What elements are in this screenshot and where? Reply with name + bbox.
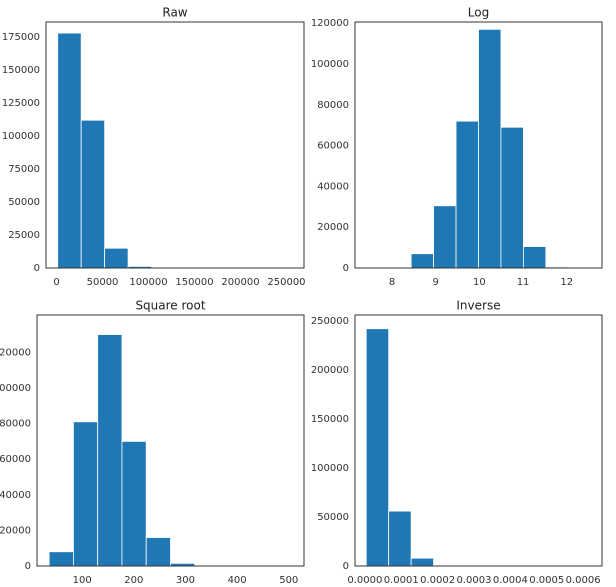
bar [57, 32, 82, 269]
x-tick-label: 0.0004 [493, 575, 528, 586]
x-tick-label: 0.0000 [347, 575, 382, 586]
y-tick-label: 50000 [8, 197, 40, 208]
x-tick-label: 400 [228, 575, 247, 586]
x-tick-label: 0.0006 [566, 575, 601, 586]
x-tick-label: 10 [473, 277, 486, 288]
bar [121, 440, 147, 567]
x-tick-label: 8 [389, 277, 395, 288]
panel-title: Log [468, 6, 489, 20]
x-tick-label: 0.0001 [384, 575, 419, 586]
x-tick-label: 200 [124, 575, 143, 586]
y-tick-label: 0 [343, 263, 349, 274]
y-tick-label: 250000 [311, 316, 349, 327]
axes-frame [354, 314, 603, 567]
y-tick-label: 40000 [317, 181, 349, 192]
x-tick-label: 300 [176, 575, 195, 586]
x-tick-label: 0 [53, 277, 59, 288]
y-tick-label: 100000 [311, 463, 349, 474]
y-tick-label: 120000 [311, 18, 349, 29]
bar [388, 510, 412, 567]
bar [410, 253, 434, 269]
bar [48, 551, 74, 567]
y-tick-label: 20000 [0, 525, 31, 536]
y-tick-label: 60000 [0, 454, 31, 465]
panel-title: Inverse [456, 299, 500, 313]
y-tick-label: 125000 [2, 98, 40, 109]
x-tick-label: 50000 [87, 277, 119, 288]
bar [433, 205, 457, 269]
x-tick-label: 11 [517, 277, 530, 288]
x-tick-label: 12 [560, 277, 573, 288]
y-tick-label: 0 [343, 561, 349, 572]
x-tick-label: 150000 [175, 277, 213, 288]
y-tick-label: 100000 [0, 383, 31, 394]
bar [410, 557, 434, 567]
bar [523, 246, 547, 269]
y-tick-label: 100000 [311, 59, 349, 70]
axes-frame [36, 314, 305, 567]
bar [500, 126, 524, 269]
y-tick-label: 75000 [8, 164, 40, 175]
y-tick-label: 120000 [0, 347, 31, 358]
panel-title: Square root [135, 299, 205, 313]
x-tick-label: 100000 [129, 277, 167, 288]
axes-frame [354, 21, 603, 269]
y-tick-label: 25000 [8, 230, 40, 241]
y-tick-label: 150000 [311, 414, 349, 425]
y-tick-label: 100000 [2, 131, 40, 142]
bar [104, 247, 129, 269]
bar [73, 421, 99, 567]
x-tick-label: 0.0002 [420, 575, 455, 586]
y-tick-label: 200000 [311, 365, 349, 376]
axes-frame [45, 21, 305, 269]
panel-title: Raw [162, 6, 187, 20]
y-tick-label: 175000 [2, 32, 40, 43]
y-tick-label: 50000 [317, 512, 349, 523]
y-tick-label: 40000 [0, 490, 31, 501]
x-tick-label: 9 [433, 277, 439, 288]
y-tick-label: 0 [25, 561, 31, 572]
x-tick-label: 250000 [267, 277, 305, 288]
y-tick-label: 150000 [2, 65, 40, 76]
bar [478, 28, 502, 269]
y-tick-label: 60000 [317, 141, 349, 152]
bar [365, 328, 390, 567]
y-tick-label: 80000 [317, 100, 349, 111]
x-tick-label: 200000 [221, 277, 259, 288]
y-tick-label: 0 [34, 263, 40, 274]
bar [97, 334, 123, 567]
bar [455, 120, 479, 269]
bar [145, 537, 171, 567]
x-tick-label: 0.0003 [456, 575, 491, 586]
x-tick-label: 0.0005 [529, 575, 564, 586]
x-tick-label: 100 [73, 575, 92, 586]
x-tick-label: 500 [279, 575, 298, 586]
y-tick-label: 20000 [317, 222, 349, 233]
bar [80, 119, 106, 269]
y-tick-label: 80000 [0, 419, 31, 430]
